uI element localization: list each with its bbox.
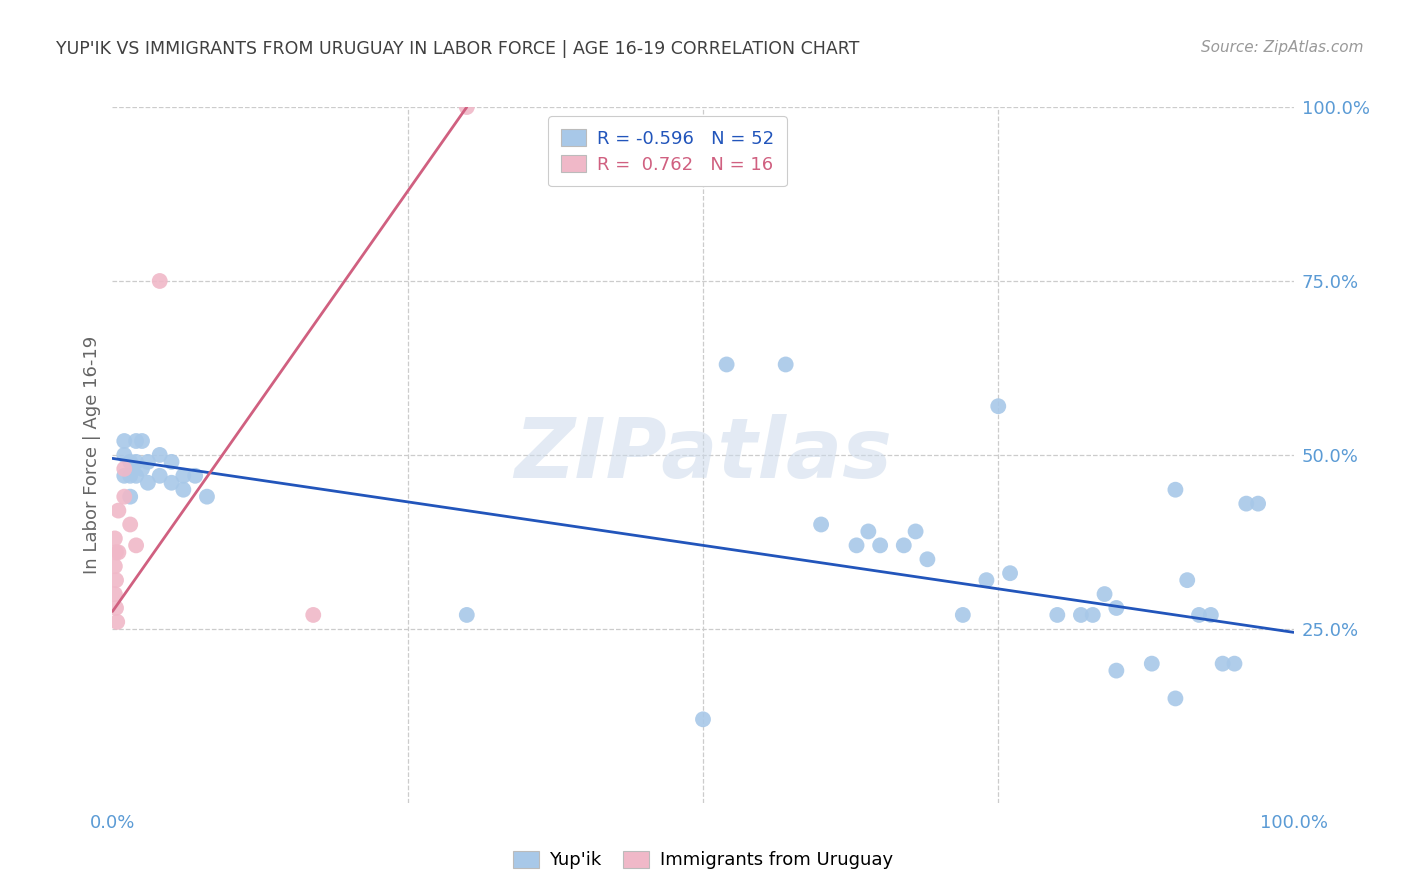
Point: [1070, 607, 1092, 622]
Point: [1105, 601, 1128, 615]
Point: [107, 545, 129, 559]
Point: [1175, 573, 1198, 587]
Point: [858, 524, 880, 539]
Legend: R = -0.596   N = 52, R =  0.762   N = 16: R = -0.596 N = 52, R = 0.762 N = 16: [548, 116, 787, 186]
Point: [845, 538, 868, 552]
Point: [1223, 657, 1246, 671]
Point: [105, 545, 128, 559]
Point: [810, 517, 832, 532]
Text: YUP'IK VS IMMIGRANTS FROM URUGUAY IN LABOR FORCE | AGE 16-19 CORRELATION CHART: YUP'IK VS IMMIGRANTS FROM URUGUAY IN LAB…: [56, 40, 859, 58]
Point: [302, 607, 325, 622]
Point: [716, 358, 738, 372]
Point: [104, 559, 127, 574]
Point: [1234, 497, 1257, 511]
Point: [105, 615, 128, 629]
Point: [112, 468, 135, 483]
Point: [107, 503, 129, 517]
Legend: Yup'ik, Immigrants from Uruguay: Yup'ik, Immigrants from Uruguay: [505, 842, 901, 879]
Point: [120, 517, 142, 532]
Point: [120, 468, 142, 483]
Point: [869, 538, 891, 552]
Point: [1046, 607, 1069, 622]
Point: [172, 468, 194, 483]
Point: [105, 601, 128, 615]
Point: [1140, 657, 1163, 671]
Point: [125, 468, 148, 483]
Point: [952, 607, 974, 622]
Text: Source: ZipAtlas.com: Source: ZipAtlas.com: [1201, 40, 1364, 55]
Point: [1094, 587, 1116, 601]
Point: [112, 462, 135, 476]
Point: [160, 455, 183, 469]
Point: [125, 455, 148, 469]
Point: [1188, 607, 1211, 622]
Point: [120, 455, 142, 469]
Point: [998, 566, 1021, 581]
Point: [160, 475, 183, 490]
Point: [104, 532, 127, 546]
Point: [172, 483, 194, 497]
Point: [195, 490, 218, 504]
Point: [112, 448, 135, 462]
Point: [131, 462, 153, 476]
Point: [1212, 657, 1234, 671]
Point: [125, 434, 148, 448]
Point: [105, 573, 128, 587]
Point: [1081, 607, 1104, 622]
Y-axis label: In Labor Force | Age 16-19: In Labor Force | Age 16-19: [83, 335, 101, 574]
Point: [1164, 691, 1187, 706]
Point: [917, 552, 939, 566]
Point: [125, 538, 148, 552]
Point: [120, 490, 142, 504]
Point: [104, 587, 127, 601]
Text: ZIPatlas: ZIPatlas: [515, 415, 891, 495]
Point: [775, 358, 797, 372]
Point: [1164, 483, 1187, 497]
Point: [149, 274, 172, 288]
Point: [131, 434, 153, 448]
Point: [692, 712, 714, 726]
Point: [112, 490, 135, 504]
Point: [987, 399, 1010, 413]
Point: [893, 538, 915, 552]
Point: [112, 434, 135, 448]
Point: [976, 573, 998, 587]
Point: [1199, 607, 1222, 622]
Point: [1105, 664, 1128, 678]
Point: [456, 607, 478, 622]
Point: [184, 468, 207, 483]
Point: [1247, 497, 1270, 511]
Point: [136, 455, 159, 469]
Point: [456, 100, 478, 114]
Point: [149, 468, 172, 483]
Point: [136, 475, 159, 490]
Point: [904, 524, 927, 539]
Point: [149, 448, 172, 462]
